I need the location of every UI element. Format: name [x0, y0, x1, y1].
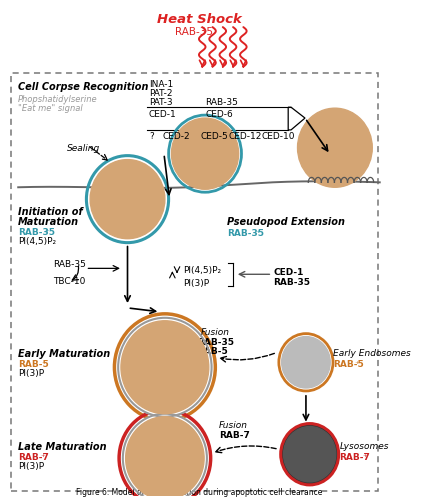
- Ellipse shape: [279, 334, 333, 391]
- Text: ?: ?: [149, 132, 154, 141]
- Text: PI(3)P: PI(3)P: [18, 369, 44, 378]
- Text: RAB-35: RAB-35: [205, 98, 238, 108]
- Ellipse shape: [123, 414, 207, 500]
- Text: RAB-7: RAB-7: [340, 454, 371, 462]
- Text: CED-1: CED-1: [273, 268, 304, 278]
- Text: RAB-35: RAB-35: [175, 27, 213, 37]
- Text: PI(4,5)P₂: PI(4,5)P₂: [18, 236, 56, 246]
- Text: PAT-2: PAT-2: [149, 90, 173, 98]
- Text: CED-12: CED-12: [228, 132, 262, 141]
- Text: PAT-3: PAT-3: [149, 98, 173, 108]
- Text: Heat Shock: Heat Shock: [157, 14, 242, 26]
- Text: Sealing: Sealing: [67, 144, 100, 153]
- Text: RAB-5: RAB-5: [333, 360, 364, 370]
- Text: RAB-5: RAB-5: [18, 360, 49, 370]
- Text: INA-1: INA-1: [149, 80, 173, 90]
- Text: PI(4,5)P₂: PI(4,5)P₂: [184, 266, 222, 276]
- Ellipse shape: [282, 336, 330, 388]
- Text: Cell Corpse Recognition: Cell Corpse Recognition: [18, 82, 149, 92]
- Text: ⁺: ⁺: [44, 228, 49, 237]
- Ellipse shape: [90, 160, 165, 238]
- Ellipse shape: [118, 318, 212, 416]
- Text: Early Maturation: Early Maturation: [18, 350, 110, 360]
- Ellipse shape: [283, 426, 336, 482]
- Text: RAB-35: RAB-35: [53, 260, 85, 270]
- Text: RAB-35: RAB-35: [18, 228, 55, 237]
- Text: Lysosomes: Lysosomes: [340, 442, 389, 452]
- Text: "Eat me" signal: "Eat me" signal: [18, 104, 83, 113]
- Text: Late Maturation: Late Maturation: [18, 442, 107, 452]
- Text: RAB-35: RAB-35: [198, 338, 235, 346]
- Text: ⁺: ⁺: [41, 360, 46, 370]
- Text: PI(3)P: PI(3)P: [184, 279, 210, 288]
- Text: RAB-7: RAB-7: [219, 430, 250, 440]
- Text: RAB-35: RAB-35: [273, 278, 310, 287]
- Text: RAB-35: RAB-35: [228, 229, 264, 238]
- Text: CED-2: CED-2: [162, 132, 190, 141]
- Text: Fusion: Fusion: [219, 420, 248, 430]
- Text: RAB-7: RAB-7: [18, 454, 49, 462]
- Ellipse shape: [281, 424, 339, 485]
- Ellipse shape: [115, 314, 215, 420]
- Text: ⁺: ⁺: [41, 454, 45, 462]
- Ellipse shape: [119, 410, 211, 500]
- Text: PI(3)P: PI(3)P: [18, 462, 44, 471]
- Text: Early Endosomes: Early Endosomes: [333, 350, 411, 358]
- Text: Fusion: Fusion: [201, 328, 229, 336]
- Ellipse shape: [121, 321, 209, 414]
- Ellipse shape: [171, 118, 239, 190]
- Bar: [11, 72, 378, 491]
- Text: ⁺: ⁺: [255, 229, 260, 238]
- Text: Figure 6. Model of RAB-35 action during apoptotic cell clearance: Figure 6. Model of RAB-35 action during …: [76, 488, 323, 497]
- Text: RAB-5: RAB-5: [198, 348, 228, 356]
- Text: ⁺: ⁺: [354, 360, 359, 370]
- Ellipse shape: [126, 416, 204, 500]
- Text: CED-10: CED-10: [261, 132, 294, 141]
- Text: TBC-10: TBC-10: [53, 278, 85, 286]
- Text: Initiation of: Initiation of: [18, 207, 83, 217]
- Text: Pseudopod Extension: Pseudopod Extension: [228, 217, 346, 227]
- Text: CED-6: CED-6: [205, 110, 233, 119]
- Text: Maturation: Maturation: [18, 217, 80, 227]
- Text: ⁺: ⁺: [362, 454, 366, 462]
- Text: Phopshatidylserine: Phopshatidylserine: [18, 96, 98, 104]
- Ellipse shape: [297, 108, 372, 188]
- Text: CED-5: CED-5: [201, 132, 228, 141]
- Text: CED-1: CED-1: [149, 110, 177, 119]
